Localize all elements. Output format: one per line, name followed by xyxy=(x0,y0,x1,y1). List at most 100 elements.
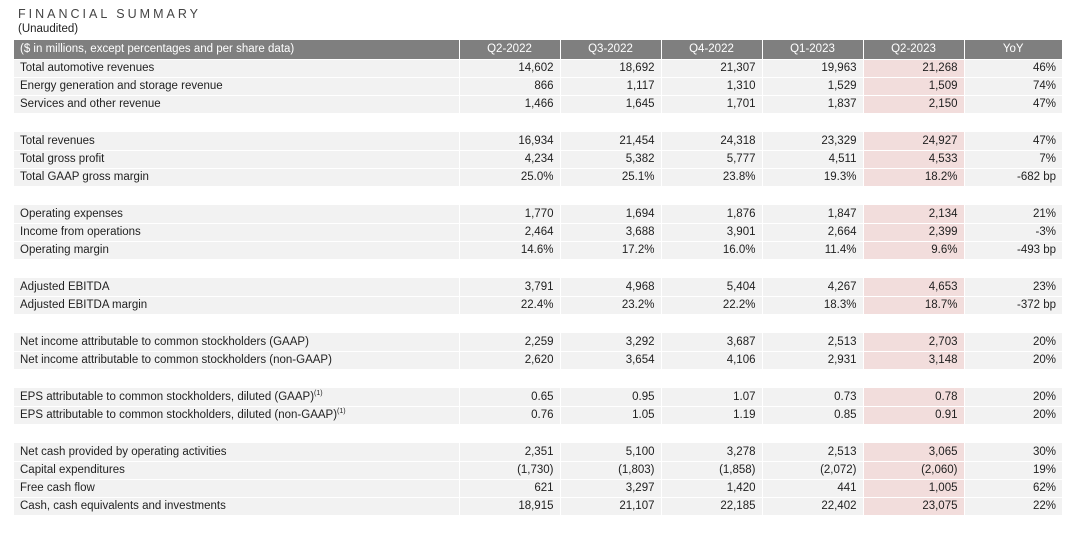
page-title: FINANCIAL SUMMARY xyxy=(18,7,201,21)
footnote-marker: (1) xyxy=(314,389,323,397)
row-label: Adjusted EBITDA xyxy=(14,278,459,297)
row-label-text: Net income attributable to common stockh… xyxy=(20,335,309,348)
table-row: Adjusted EBITDA margin 22.4% 23.2% 22.2% 18.… xyxy=(14,296,1062,315)
financial-summary-page: FINANCIAL SUMMARY (Unaudited) ($ in mill… xyxy=(14,7,1062,516)
cell-q3-2022: 0.95 xyxy=(559,388,661,407)
cell-q4-2022: 1.07 xyxy=(660,388,762,407)
cell-q3-2022: 21,107 xyxy=(559,497,661,516)
cell-q4-2022: 21,307 xyxy=(660,59,762,78)
cell-yoy: 19% xyxy=(963,461,1062,480)
table-row: Adjusted EBITDA 3,791 4,968 5,404 4,267 4,653… xyxy=(14,278,1062,297)
table-row: Total GAAP gross margin 25.0% 25.1% 23.8% 19… xyxy=(14,168,1062,187)
cell-q4-2022: 1,420 xyxy=(660,479,762,498)
cell-q2-2022: 16,934 xyxy=(458,132,560,151)
table-row: EPS attributable to common stockholders,… xyxy=(14,388,1062,407)
table-header-row: ($ in millions, except percentages and p… xyxy=(14,40,1062,60)
cell-q1-2023: 2,513 xyxy=(761,443,863,462)
cell-q1-2023: 1,847 xyxy=(761,205,863,224)
cell-q2-2023: 21,268 xyxy=(862,59,964,78)
cell-q1-2023: 4,267 xyxy=(761,278,863,297)
cell-q1-2023: 18.3% xyxy=(761,296,863,315)
row-label-text: Income from operations xyxy=(20,226,141,238)
row-label: Total gross profit xyxy=(14,150,459,169)
cell-q1-2023: 22,402 xyxy=(761,497,863,516)
cell-q3-2022: 21,454 xyxy=(559,132,661,151)
cell-q2-2023: 2,150 xyxy=(862,95,964,114)
cell-q1-2023: 11.4% xyxy=(761,241,863,260)
cell-q2-2023: (2,060) xyxy=(862,461,964,480)
cell-q2-2022: 2,259 xyxy=(458,333,560,352)
row-label-text: Total automotive revenues xyxy=(20,62,155,74)
cell-q2-2022: 2,464 xyxy=(458,223,560,242)
row-label-text: Total gross profit xyxy=(20,153,105,165)
cell-q2-2022: 866 xyxy=(458,77,560,96)
cell-yoy: 20% xyxy=(963,333,1062,352)
table-row: Net income attributable to common stockh… xyxy=(14,351,1062,370)
spacer-row xyxy=(14,424,1062,443)
table-row: Energy generation and storage revenue 866… xyxy=(14,77,1062,96)
column-header-q1-2023: Q1-2023 xyxy=(761,40,863,60)
cell-q1-2023: 23,329 xyxy=(761,132,863,151)
cell-q4-2022: 23.8% xyxy=(660,168,762,187)
row-label: Net income attributable to common stockh… xyxy=(14,333,459,352)
cell-q4-2022: 1,876 xyxy=(660,205,762,224)
cell-q4-2022: (1,858) xyxy=(660,461,762,480)
table-row: Total revenues 16,934 21,454 24,318 23,329 24… xyxy=(14,132,1062,151)
cell-q2-2023: 18.7% xyxy=(862,296,964,315)
row-label-text: Energy generation and storage revenue xyxy=(20,80,223,92)
row-label: Adjusted EBITDA margin xyxy=(14,296,459,315)
cell-yoy: -3% xyxy=(963,223,1062,242)
cell-q1-2023: 19,963 xyxy=(761,59,863,78)
cell-q2-2023: 9.6% xyxy=(862,241,964,260)
cell-q2-2023: 18.2% xyxy=(862,168,964,187)
cell-q3-2022: 25.1% xyxy=(559,168,661,187)
column-header-q2-2022: Q2-2022 xyxy=(458,40,560,60)
cell-q4-2022: 5,404 xyxy=(660,278,762,297)
row-label: EPS attributable to common stockholders,… xyxy=(14,406,459,425)
table-row: Cash, cash equivalents and investments 18… xyxy=(14,497,1062,516)
cell-q2-2023: 2,703 xyxy=(862,333,964,352)
cell-q3-2022: 23.2% xyxy=(559,296,661,315)
cell-q3-2022: 4,968 xyxy=(559,278,661,297)
row-label-text: Operating margin xyxy=(20,244,109,256)
cell-q2-2022: 25.0% xyxy=(458,168,560,187)
cell-q2-2023: 24,927 xyxy=(862,132,964,151)
cell-q1-2023: 0.85 xyxy=(761,406,863,425)
row-label-text: EPS attributable to common stockholders,… xyxy=(20,409,338,421)
cell-yoy: 47% xyxy=(963,95,1062,114)
cell-q2-2022: 1,466 xyxy=(458,95,560,114)
cell-yoy: 30% xyxy=(963,443,1062,462)
cell-yoy: 21% xyxy=(963,205,1062,224)
cell-q3-2022: 3,292 xyxy=(559,333,661,352)
cell-yoy: 20% xyxy=(963,351,1062,370)
row-label-text: Total GAAP gross margin xyxy=(20,171,149,183)
cell-yoy: 74% xyxy=(963,77,1062,96)
cell-q3-2022: (1,803) xyxy=(559,461,661,480)
table-row: Total gross profit 4,234 5,382 5,777 4,511 4,… xyxy=(14,150,1062,169)
cell-q2-2022: (1,730) xyxy=(458,461,560,480)
cell-q2-2022: 22.4% xyxy=(458,296,560,315)
cell-q1-2023: 2,513 xyxy=(761,333,863,352)
row-label: Capital expenditures xyxy=(14,461,459,480)
row-label: Free cash flow xyxy=(14,479,459,498)
cell-yoy: -372 bp xyxy=(963,296,1062,315)
cell-q3-2022: 18,692 xyxy=(559,59,661,78)
column-header-q3-2022: Q3-2022 xyxy=(559,40,661,60)
cell-q4-2022: 3,901 xyxy=(660,223,762,242)
cell-q4-2022: 16.0% xyxy=(660,241,762,260)
row-label-text: Operating expenses xyxy=(20,207,123,220)
cell-q4-2022: 24,318 xyxy=(660,132,762,151)
cell-q2-2022: 0.65 xyxy=(458,388,560,407)
table-body: Total automotive revenues 14,602 18,692 21,… xyxy=(14,59,1062,516)
cell-q1-2023: (2,072) xyxy=(761,461,863,480)
row-label-text: Free cash flow xyxy=(20,482,95,494)
cell-q1-2023: 1,837 xyxy=(761,95,863,114)
cell-q2-2022: 14,602 xyxy=(458,59,560,78)
footnote-marker: (1) xyxy=(337,408,346,416)
cell-q2-2023: 3,148 xyxy=(862,351,964,370)
cell-yoy: 47% xyxy=(963,132,1062,151)
row-label-text: Services and other revenue xyxy=(20,98,161,110)
cell-q4-2022: 3,687 xyxy=(660,333,762,352)
cell-q3-2022: 3,654 xyxy=(559,351,661,370)
row-label: Cash, cash equivalents and investments xyxy=(14,497,459,516)
